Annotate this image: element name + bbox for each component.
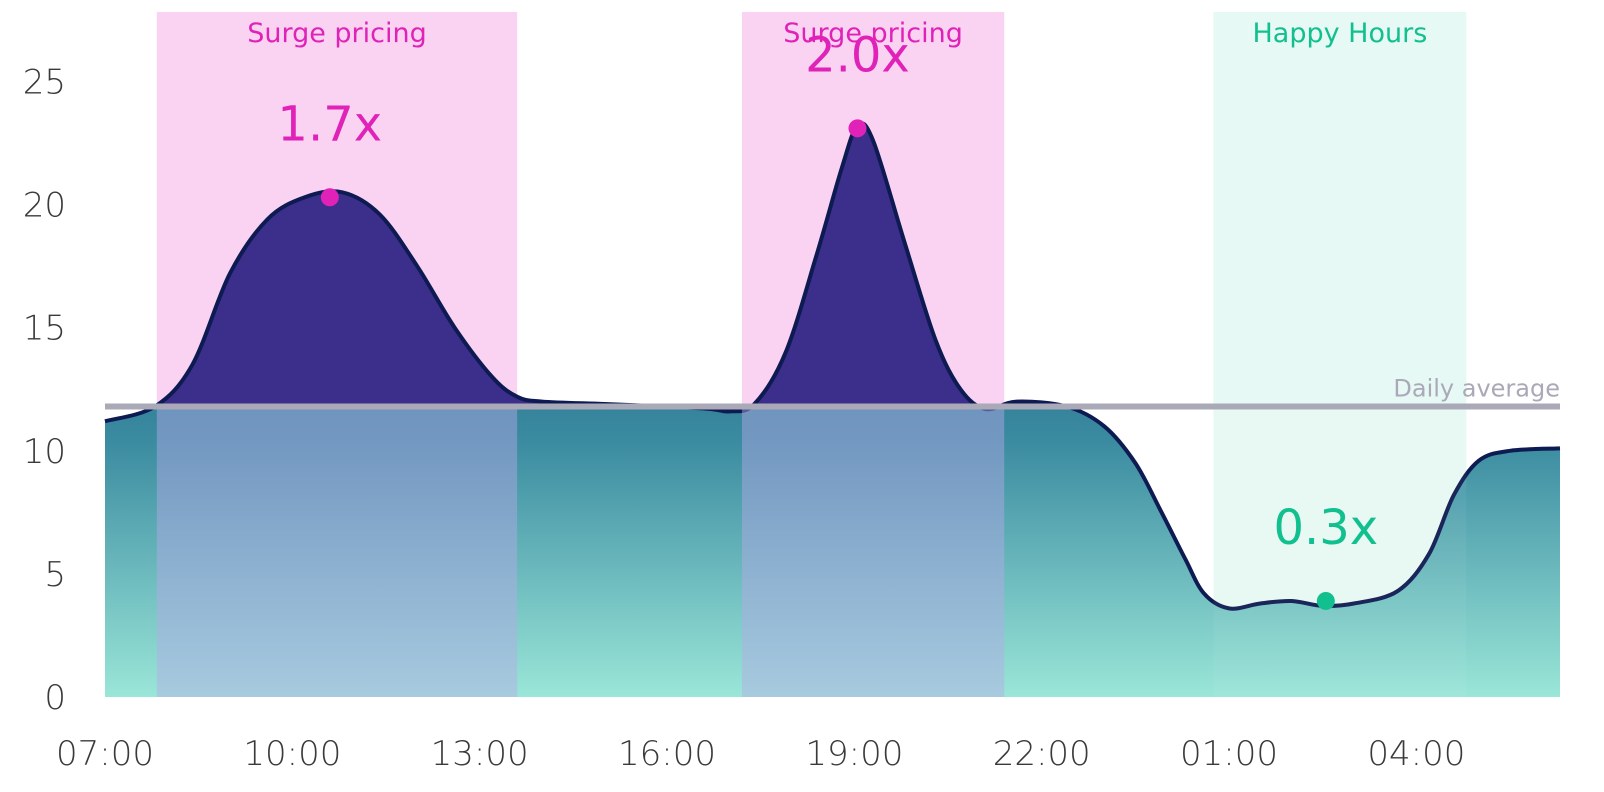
zone-overlays [156, 406, 1467, 697]
area-series [104, 121, 1561, 697]
marker-dot-2 [1316, 591, 1335, 610]
zone-label-0: Surge pricing [247, 18, 427, 49]
y-tick-label-5: 25 [23, 63, 66, 103]
x-tick-label-6: 01:00 [1180, 734, 1278, 774]
y-tick-label-0: 0 [44, 678, 66, 718]
x-tick-label-1: 10:00 [243, 734, 341, 774]
axes: 0 5 10 15 20 25 07:00 10:00 13:00 16:00 19:00 22:00… [23, 63, 1466, 774]
marker-dot-0 [320, 188, 339, 207]
x-tick-label-5: 22:00 [993, 734, 1091, 774]
daily-average: Daily average [105, 375, 1560, 410]
zone-label-2: Happy Hours [1252, 18, 1427, 49]
pricing-zones: Surge pricing Surge pricing Happy Hours [156, 12, 1467, 697]
area-fill-above-average [154, 123, 1067, 407]
zone-overlay-2 [1213, 406, 1467, 697]
zone-overlay-1 [741, 406, 1005, 697]
zone-overlay-0 [156, 406, 518, 697]
y-tick-label-4: 20 [23, 186, 66, 226]
series-line [104, 121, 1561, 611]
y-tick-label-3: 15 [23, 309, 66, 349]
annotations: 1.7x 2.0x 0.3x [277, 27, 1378, 610]
x-tick-label-3: 16:00 [618, 734, 716, 774]
multiplier-label-2: 0.3x [1273, 500, 1378, 556]
y-tick-label-1: 5 [44, 555, 66, 595]
x-tick-label-4: 19:00 [805, 734, 903, 774]
y-tick-label-2: 10 [23, 432, 66, 472]
x-tick-label-7: 04:00 [1367, 734, 1465, 774]
multiplier-label-1: 2.0x [805, 27, 910, 83]
marker-dot-1 [848, 119, 867, 138]
x-tick-label-2: 13:00 [431, 734, 529, 774]
area-fill-below-average [105, 406, 1560, 697]
zone-label-1: Surge pricing [783, 18, 963, 49]
daily-average-label: Daily average [1393, 375, 1560, 403]
x-tick-label-0: 07:00 [56, 734, 154, 774]
multiplier-label-0: 1.7x [277, 96, 382, 152]
